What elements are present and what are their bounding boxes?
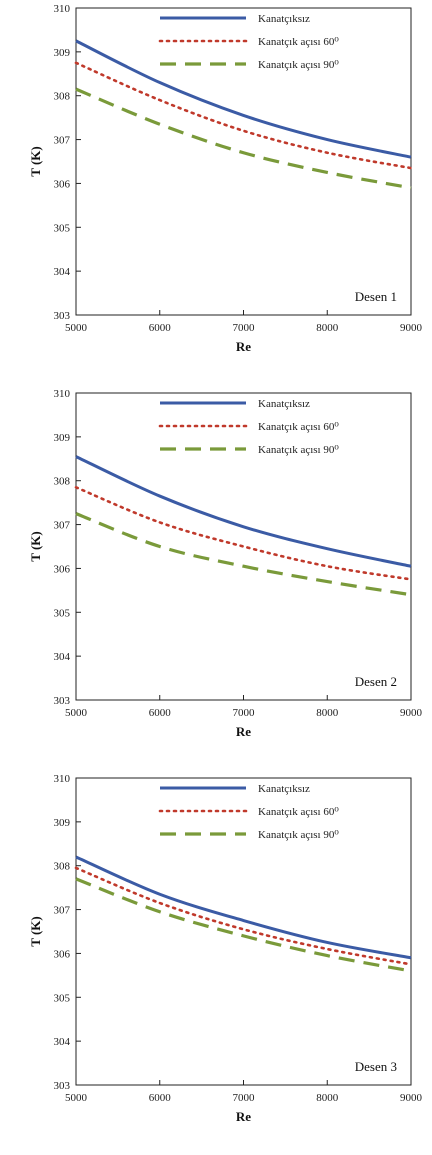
x-axis-label: Re xyxy=(236,1109,251,1124)
series-line-1 xyxy=(75,855,412,960)
y-tick-label: 308 xyxy=(54,476,71,488)
x-tick-label: 5000 xyxy=(65,707,88,719)
x-tick-label: 7000 xyxy=(233,322,256,334)
series-line-2 xyxy=(74,61,413,170)
y-tick-label: 303 xyxy=(54,310,71,322)
x-tick-label: 9000 xyxy=(400,322,423,334)
legend-label-1: Kanatçıksız xyxy=(258,398,310,410)
y-tick-label: 304 xyxy=(54,266,71,278)
x-tick-label: 9000 xyxy=(400,1092,423,1104)
y-tick-label: 303 xyxy=(54,695,71,707)
x-tick-label: 8000 xyxy=(316,1092,339,1104)
y-tick-label: 309 xyxy=(54,47,71,59)
series-line-1 xyxy=(75,39,412,159)
y-tick-label: 310 xyxy=(54,388,71,400)
y-tick-label: 306 xyxy=(54,948,71,960)
series-line-1 xyxy=(75,455,412,568)
y-tick-label: 307 xyxy=(54,905,71,917)
y-tick-label: 308 xyxy=(54,91,71,103)
y-tick-label: 306 xyxy=(54,178,71,190)
x-tick-label: 9000 xyxy=(400,707,423,719)
x-tick-label: 7000 xyxy=(233,1092,256,1104)
x-tick-label: 7000 xyxy=(233,707,256,719)
series-line-2 xyxy=(74,485,413,581)
series-line-3 xyxy=(75,512,412,597)
chart-desen-3: 303 304 305 306 307 308 309 310 5000 6000 7000 8000… xyxy=(0,770,432,1155)
x-axis-label: Re xyxy=(236,339,251,354)
y-tick-label: 310 xyxy=(54,3,71,15)
x-tick-label: 8000 xyxy=(316,707,339,719)
plot-frame xyxy=(75,777,412,1086)
y-axis-label: T (K) xyxy=(28,531,43,561)
y-tick-label: 304 xyxy=(54,651,71,663)
y-tick-label: 309 xyxy=(54,817,71,829)
x-axis-label: Re xyxy=(236,724,251,739)
y-tick-label: 305 xyxy=(54,607,71,619)
panel-label: Desen 2 xyxy=(355,674,397,689)
y-tick-label: 305 xyxy=(54,222,71,234)
legend-label-3: Kanatçık açısı 90⁰ xyxy=(258,444,339,456)
panel-label: Desen 3 xyxy=(355,1059,397,1074)
y-tick-label: 304 xyxy=(54,1036,71,1048)
plot-frame xyxy=(75,7,412,316)
chart-svg: 303 304 305 306 307 308 309 310 5000 6000 7000 8000… xyxy=(28,3,423,354)
chart-svg: 303 304 305 306 307 308 309 310 5000 6000 7000 8000… xyxy=(28,388,423,739)
legend-label-1: Kanatçıksız xyxy=(258,783,310,795)
y-tick-label: 306 xyxy=(54,563,71,575)
x-tick-label: 5000 xyxy=(65,1092,88,1104)
series-line-3 xyxy=(75,877,412,973)
y-tick-label: 305 xyxy=(54,992,71,1004)
x-tick-label: 6000 xyxy=(149,1092,172,1104)
y-tick-label: 308 xyxy=(54,861,71,873)
series-line-2 xyxy=(74,866,413,966)
y-axis-label: T (K) xyxy=(28,146,43,176)
y-tick-label: 309 xyxy=(54,432,71,444)
x-tick-label: 6000 xyxy=(149,322,172,334)
legend-label-2: Kanatçık açısı 60⁰ xyxy=(258,421,339,433)
y-tick-label: 310 xyxy=(54,773,71,785)
legend-label-3: Kanatçık açısı 90⁰ xyxy=(258,59,339,71)
legend-label-1: Kanatçıksız xyxy=(258,13,310,25)
legend-label-2: Kanatçık açısı 60⁰ xyxy=(258,36,339,48)
panel-label: Desen 1 xyxy=(355,289,397,304)
legend-label-2: Kanatçık açısı 60⁰ xyxy=(258,806,339,818)
y-axis-label: T (K) xyxy=(28,916,43,946)
chart-svg: 303 304 305 306 307 308 309 310 5000 6000 7000 8000… xyxy=(28,773,423,1124)
x-tick-label: 6000 xyxy=(149,707,172,719)
y-tick-label: 307 xyxy=(54,135,71,147)
chart-desen-2: 303 304 305 306 307 308 309 310 5000 6000 7000 8000… xyxy=(0,385,432,770)
y-tick-label: 307 xyxy=(54,520,71,532)
legend-label-3: Kanatçık açısı 90⁰ xyxy=(258,829,339,841)
chart-desen-1: 303 304 305 306 307 308 309 310 5000 6000 7000 8000… xyxy=(0,0,432,385)
x-tick-label: 8000 xyxy=(316,322,339,334)
x-tick-label: 5000 xyxy=(65,322,88,334)
series-line-3 xyxy=(75,87,412,190)
y-tick-label: 303 xyxy=(54,1080,71,1092)
